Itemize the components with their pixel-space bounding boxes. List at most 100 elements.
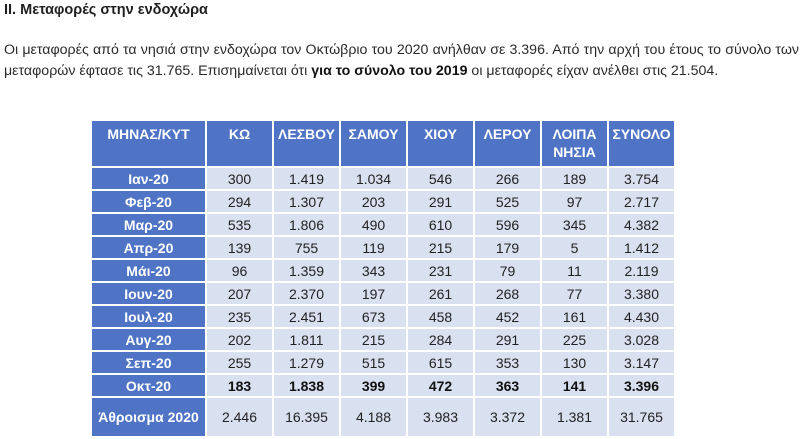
row-month-label: Μάι-20 (90, 258, 207, 283)
table-cell: 255 (205, 350, 274, 375)
row-month-label: Οκτ-20 (90, 373, 207, 398)
row-month-label: Φεβ-20 (90, 189, 207, 214)
table-cell: 225 (540, 327, 609, 352)
table-row: Σεπ-20 255 1.279 515 615 353 130 3.147 (90, 350, 676, 375)
table-cell: 2.370 (272, 281, 341, 306)
table-cell: 490 (339, 212, 408, 237)
table-cell: 284 (406, 327, 475, 352)
table-cell: 141 (540, 373, 609, 398)
table-cell: 130 (540, 350, 609, 375)
table-row: Αυγ-20 202 1.811 215 284 291 225 3.028 (90, 327, 676, 352)
table-cell: 4.430 (607, 304, 676, 329)
table-cell: 1.838 (272, 373, 341, 398)
table-cell: 1.811 (272, 327, 341, 352)
table-cell: 268 (473, 281, 542, 306)
table-cell: 3.754 (607, 166, 676, 191)
table-cell: 2.717 (607, 189, 676, 214)
table-cell: 77 (540, 281, 609, 306)
table-cell: 3.147 (607, 350, 676, 375)
table-cell: 399 (339, 373, 408, 398)
table-cell: 610 (406, 212, 475, 237)
row-month-label: Μαρ-20 (90, 212, 207, 237)
header-leros: ΛΕΡΟΥ (473, 119, 542, 168)
table-cell: 300 (205, 166, 274, 191)
row-month-label: Ιουλ-20 (90, 304, 207, 329)
total-cell: 3.372 (473, 396, 542, 438)
table-cell: 345 (540, 212, 609, 237)
table-cell: 452 (473, 304, 542, 329)
header-other-islands: ΛΟΙΠΑ ΝΗΣΙΑ (540, 119, 609, 168)
table-cell: 535 (205, 212, 274, 237)
table-cell: 1.412 (607, 235, 676, 260)
table-cell: 615 (406, 350, 475, 375)
header-ko: ΚΩ (205, 119, 274, 168)
table-cell: 97 (540, 189, 609, 214)
total-cell: 1.381 (540, 396, 609, 438)
row-month-label: Σεπ-20 (90, 350, 207, 375)
table-cell: 4.382 (607, 212, 676, 237)
table-cell: 235 (205, 304, 274, 329)
table-cell: 353 (473, 350, 542, 375)
table-cell: 291 (406, 189, 475, 214)
table-cell: 197 (339, 281, 408, 306)
table-cell: 546 (406, 166, 475, 191)
table-row: Απρ-20 139 755 119 215 179 5 1.412 (90, 235, 676, 260)
table-cell: 161 (540, 304, 609, 329)
row-month-label: Ιαν-20 (90, 166, 207, 191)
header-month: ΜΗΝΑΣ/ΚΥΤ (90, 119, 207, 168)
table-cell: 291 (473, 327, 542, 352)
table-cell: 1.359 (272, 258, 341, 283)
table-cell: 472 (406, 373, 475, 398)
table-cell: 202 (205, 327, 274, 352)
total-cell: 2.446 (205, 396, 274, 438)
table-cell: 231 (406, 258, 475, 283)
table-row: Μαρ-20 535 1.806 490 610 596 345 4.382 (90, 212, 676, 237)
header-samos: ΣΑΜΟΥ (339, 119, 408, 168)
table-cell: 1.806 (272, 212, 341, 237)
section-heading: ΙΙ. Μεταφορές στην ενδοχώρα (4, 2, 208, 18)
paragraph-bold-text: για το σύνολο του 2019 (311, 63, 468, 79)
table-cell: 294 (205, 189, 274, 214)
table-cell: 1.034 (339, 166, 408, 191)
table-cell: 183 (205, 373, 274, 398)
header-total: ΣΥΝΟΛΟ (607, 119, 676, 168)
table-cell: 5 (540, 235, 609, 260)
table-cell: 203 (339, 189, 408, 214)
total-row-label: Άθροισμα 2020 (90, 396, 207, 438)
table-cell: 673 (339, 304, 408, 329)
table-cell: 3.380 (607, 281, 676, 306)
table-cell: 11 (540, 258, 609, 283)
table-row: Φεβ-20 294 1.307 203 291 525 97 2.717 (90, 189, 676, 214)
total-cell: 16.395 (272, 396, 341, 438)
table-cell: 596 (473, 212, 542, 237)
table-cell: 1.279 (272, 350, 341, 375)
total-cell: 3.983 (406, 396, 475, 438)
table-cell: 363 (473, 373, 542, 398)
total-row: Άθροισμα 2020 2.446 16.395 4.188 3.983 3.372 1… (90, 396, 676, 438)
table-cell: 215 (339, 327, 408, 352)
paragraph-text-2: οι μεταφορές είχαν ανέλθει στις 21.504. (467, 63, 719, 79)
table-cell: 119 (339, 235, 408, 260)
table-row: Ιαν-20 300 1.419 1.034 546 266 189 3.754 (90, 166, 676, 191)
table-cell: 755 (272, 235, 341, 260)
table-cell: 458 (406, 304, 475, 329)
table-cell: 515 (339, 350, 408, 375)
paragraph-text-1: Οι μεταφορές από τα νησιά στην ενδοχώρα … (4, 42, 799, 79)
table-row: Ιουλ-20 235 2.451 673 458 452 161 4.430 (90, 304, 676, 329)
header-lesvos: ΛΕΣΒΟΥ (272, 119, 341, 168)
row-month-label: Απρ-20 (90, 235, 207, 260)
transfers-table: ΜΗΝΑΣ/ΚΥΤ ΚΩ ΛΕΣΒΟΥ ΣΑΜΟΥ ΧΙΟΥ ΛΕΡΟΥ ΛΟΙ… (90, 119, 676, 438)
total-cell: 4.188 (339, 396, 408, 438)
table-row: Οκτ-20 183 1.838 399 472 363 141 3.396 (90, 373, 676, 398)
intro-paragraph: Οι μεταφορές από τα νησιά στην ενδοχώρα … (4, 40, 799, 82)
row-month-label: Αυγ-20 (90, 327, 207, 352)
table-cell: 215 (406, 235, 475, 260)
table-cell: 189 (540, 166, 609, 191)
table-cell: 525 (473, 189, 542, 214)
table-cell: 261 (406, 281, 475, 306)
table-cell: 343 (339, 258, 408, 283)
table-cell: 79 (473, 258, 542, 283)
table-row: Ιουν-20 207 2.370 197 261 268 77 3.380 (90, 281, 676, 306)
header-chios: ΧΙΟΥ (406, 119, 475, 168)
table-cell: 1.419 (272, 166, 341, 191)
